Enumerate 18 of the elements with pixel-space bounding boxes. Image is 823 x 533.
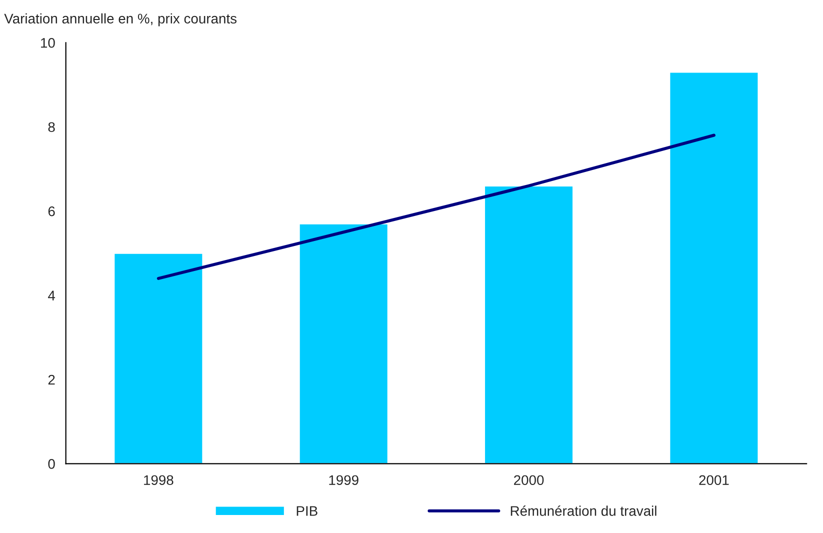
legend-label: Rémunération du travail bbox=[510, 506, 656, 516]
bar bbox=[484, 185, 574, 464]
x-tick-label: 2000 bbox=[514, 475, 544, 486]
y-axis-title: Variation annuelle en %, prix courants bbox=[4, 13, 237, 26]
x-tick-label: 1998 bbox=[144, 475, 174, 486]
bar bbox=[113, 252, 204, 464]
y-tick-label: 8 bbox=[48, 122, 55, 132]
x-tick-label: 2001 bbox=[699, 475, 729, 486]
bar bbox=[668, 71, 760, 464]
line-series bbox=[156, 134, 716, 280]
bar bbox=[298, 223, 389, 464]
y-tick-label: 6 bbox=[48, 206, 55, 216]
x-tick-label: 1999 bbox=[329, 475, 358, 486]
y-tick-label: 10 bbox=[41, 38, 55, 48]
y-tick-label: 4 bbox=[48, 290, 56, 300]
y-tick-label: 2 bbox=[48, 374, 55, 385]
y-tick-label: 0 bbox=[48, 459, 55, 469]
legend-label: PIB bbox=[296, 506, 318, 516]
